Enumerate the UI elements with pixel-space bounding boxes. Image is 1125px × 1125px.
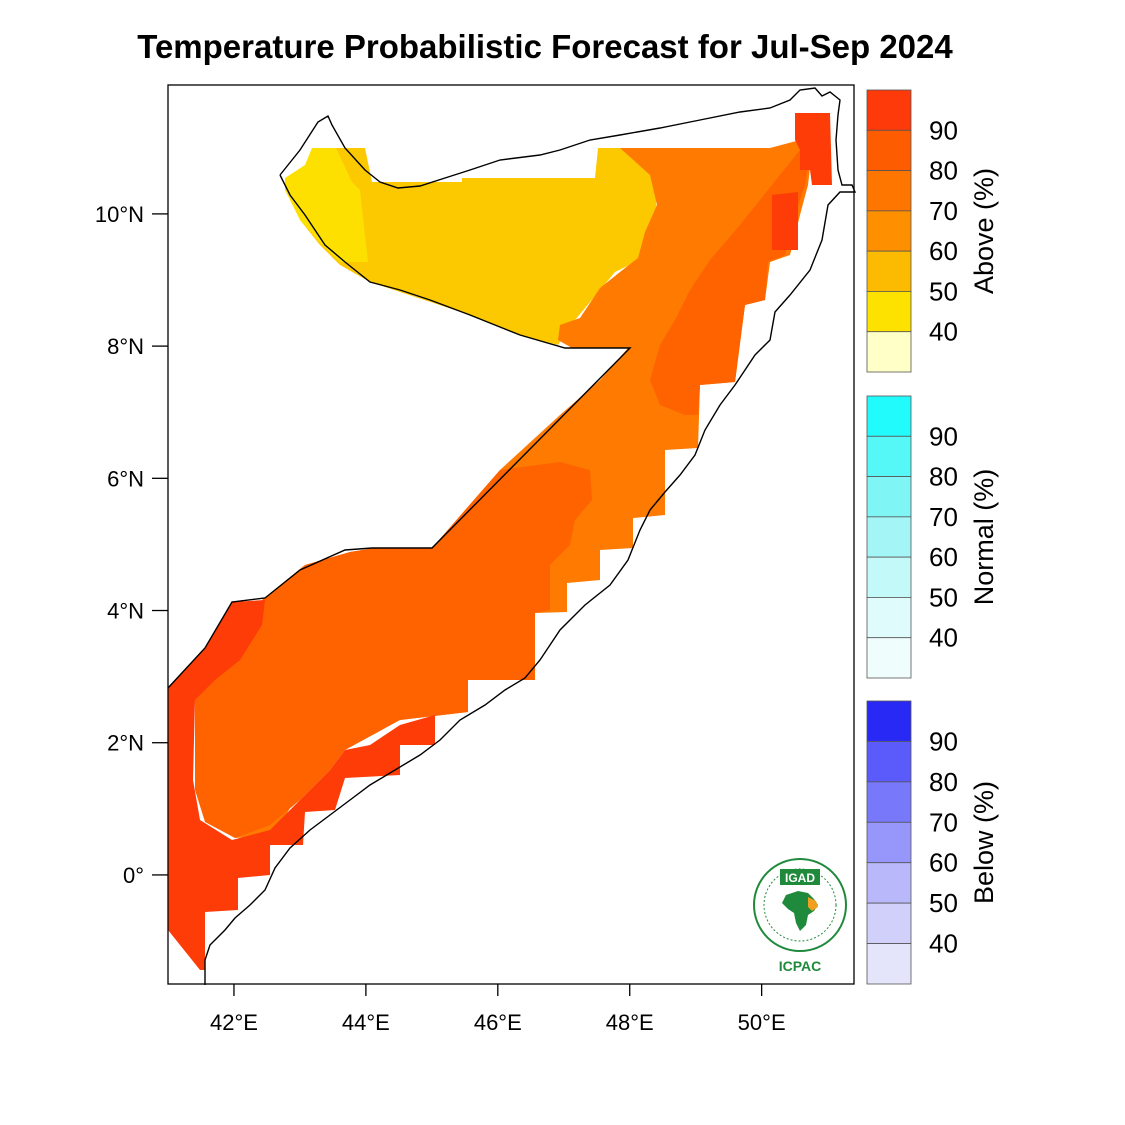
somalia-west-border [167, 174, 632, 689]
forecast-shading [168, 113, 832, 970]
colorbar-tick-label: 50 [929, 582, 958, 612]
colorbar-tick-label: 90 [929, 726, 958, 756]
icpac-logo: IGAD ICPAC [753, 858, 847, 974]
y-tick-label: 2°N [107, 731, 144, 756]
shade-80-region-south [195, 462, 592, 838]
y-tick-label: 8°N [107, 334, 144, 359]
colorbar-tick-label: 90 [929, 115, 958, 145]
colorbar-title: Normal (%) [969, 469, 999, 606]
x-tick-label: 48°E [606, 1010, 654, 1035]
colorbar-tick-label: 80 [929, 156, 958, 186]
colorbar-swatch [866, 170, 912, 212]
colorbar-tick-label: 40 [929, 623, 958, 653]
colorbar-title: Above (%) [969, 168, 999, 294]
x-tick-label: 44°E [342, 1010, 390, 1035]
colorbar-normal: 90 80 70 60 50 40 Normal (%) [866, 395, 999, 679]
colorbar-tick-label: 40 [929, 929, 958, 959]
colorbar-swatch [866, 902, 912, 944]
colorbar-swatch [866, 741, 912, 783]
logo-icpac-text: ICPAC [779, 958, 822, 974]
colorbar-swatch [866, 89, 912, 131]
y-tick-label: 0° [123, 863, 144, 888]
shade-90-region-east-strip [772, 192, 798, 250]
colorbar-swatch [866, 597, 912, 639]
x-tick-label: 50°E [738, 1010, 786, 1035]
colorbar-swatch [866, 129, 912, 171]
horn-of-africa-highlight [808, 897, 818, 911]
colorbar-swatch [866, 862, 912, 904]
page-title: Temperature Probabilistic Forecast for J… [137, 28, 953, 65]
y-tick-label: 4°N [107, 599, 144, 624]
colorbar-swatch [866, 637, 912, 679]
colorbar-swatch [866, 250, 912, 292]
colorbar-tick-label: 50 [929, 276, 958, 306]
logo-igad-text: IGAD [785, 871, 815, 885]
colorbar-swatch [866, 291, 912, 333]
shade-90-region-southwest [168, 600, 435, 970]
country-outline [167, 87, 857, 985]
colorbar-swatch [866, 516, 912, 558]
x-tick-label: 42°E [210, 1010, 258, 1035]
colorbar-swatch [866, 210, 912, 252]
map-frame [167, 84, 855, 985]
y-tick-label: 10°N [95, 202, 144, 227]
colorbar-tick-label: 70 [929, 807, 958, 837]
shade-50-region-north [285, 148, 657, 345]
shade-80-region-east [650, 150, 810, 415]
y-axis: 10°N 8°N 6°N 4°N 2°N 0° [95, 202, 168, 888]
colorbar-tick-label: 80 [929, 767, 958, 797]
colorbar-below: 90 80 70 60 50 40 Below (%) [866, 700, 999, 985]
colorbar-above: 90 80 70 60 50 40 Above (%) [866, 89, 999, 373]
colorbar-swatch [866, 476, 912, 518]
shade-90-region-northeast [795, 113, 832, 185]
x-axis: 42°E 44°E 46°E 48°E 50°E [210, 984, 786, 1035]
colorbar-swatch [866, 556, 912, 598]
colorbar-tick-label: 60 [929, 542, 958, 572]
colorbar-swatch [866, 700, 912, 742]
colorbar-swatch [866, 943, 912, 985]
colorbar-swatch [866, 435, 912, 477]
colorbars: 90 80 70 60 50 40 Above (%) 90 80 70 60 50 40 Normal … [866, 89, 999, 985]
colorbar-tick-label: 70 [929, 196, 958, 226]
x-tick-label: 46°E [474, 1010, 522, 1035]
logo-igad-banner [780, 869, 820, 885]
colorbar-tick-label: 80 [929, 462, 958, 492]
y-tick-label: 6°N [107, 466, 144, 491]
colorbar-tick-label: 60 [929, 848, 958, 878]
colorbar-swatch [866, 395, 912, 437]
colorbar-tick-label: 90 [929, 421, 958, 451]
somalia-border [204, 87, 857, 985]
colorbar-tick-label: 50 [929, 888, 958, 918]
colorbar-tick-label: 60 [929, 236, 958, 266]
colorbar-swatch [866, 331, 912, 373]
colorbar-swatch [866, 821, 912, 864]
colorbar-title: Below (%) [969, 781, 999, 904]
shade-40-region-north [285, 148, 368, 262]
colorbar-tick-label: 70 [929, 502, 958, 532]
colorbar-tick-label: 40 [929, 317, 958, 347]
colorbar-swatch [866, 781, 912, 823]
